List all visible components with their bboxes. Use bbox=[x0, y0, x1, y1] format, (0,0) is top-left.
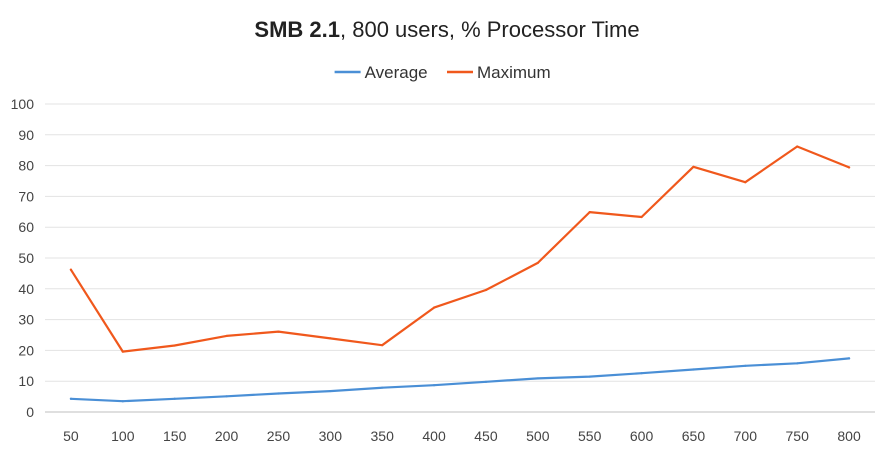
data-point-maximum bbox=[484, 288, 488, 292]
data-point-maximum bbox=[640, 215, 643, 219]
x-tick-label: 350 bbox=[371, 428, 395, 444]
legend-item-maximum: Maximum bbox=[447, 63, 551, 82]
x-tick-label: 700 bbox=[734, 428, 758, 444]
series-line-average bbox=[69, 357, 851, 403]
x-tick-label: 300 bbox=[319, 428, 343, 444]
data-point-maximum bbox=[329, 337, 332, 340]
data-point-maximum bbox=[796, 145, 799, 148]
y-tick-label: 0 bbox=[26, 404, 34, 420]
y-tick-label: 60 bbox=[18, 219, 34, 235]
y-tick-label: 80 bbox=[18, 158, 34, 174]
data-point-maximum bbox=[121, 350, 124, 353]
x-tick-label: 100 bbox=[111, 428, 135, 444]
x-tick-label: 500 bbox=[526, 428, 550, 444]
y-tick-label: 70 bbox=[18, 188, 34, 204]
data-point-average bbox=[432, 384, 436, 387]
y-tick-label: 20 bbox=[18, 342, 34, 358]
x-tick-label: 750 bbox=[786, 428, 810, 444]
x-tick-label: 400 bbox=[422, 428, 446, 444]
data-point-average bbox=[121, 400, 124, 403]
y-tick-label: 90 bbox=[18, 127, 34, 143]
gridlines bbox=[45, 103, 875, 413]
x-tick-label: 650 bbox=[682, 428, 706, 444]
data-point-average bbox=[173, 397, 176, 400]
data-point-average bbox=[796, 362, 799, 365]
x-tick-label: 450 bbox=[474, 428, 498, 444]
x-tick-label: 800 bbox=[837, 428, 861, 444]
data-point-maximum bbox=[744, 181, 747, 184]
data-point-maximum bbox=[173, 344, 176, 347]
series-line-maximum bbox=[69, 145, 851, 353]
y-tick-label: 40 bbox=[18, 281, 34, 297]
data-point-maximum bbox=[536, 261, 539, 265]
x-tick-label: 50 bbox=[63, 428, 79, 444]
chart-title-bold: SMB 2.1 bbox=[254, 17, 340, 42]
x-tick-label: 200 bbox=[215, 428, 239, 444]
data-point-average bbox=[484, 380, 488, 383]
data-point-maximum bbox=[225, 334, 228, 338]
data-point-maximum bbox=[381, 344, 384, 347]
data-point-average bbox=[277, 392, 280, 395]
x-tick-label: 250 bbox=[267, 428, 291, 444]
data-point-average bbox=[381, 386, 384, 389]
data-point-maximum bbox=[277, 330, 280, 333]
legend-item-average: Average bbox=[334, 63, 428, 82]
data-point-average bbox=[744, 364, 747, 367]
legend-label-average: Average bbox=[365, 63, 428, 82]
data-point-average bbox=[225, 395, 228, 398]
data-point-average bbox=[329, 389, 332, 393]
data-point-maximum bbox=[588, 211, 591, 214]
data-point-maximum bbox=[847, 166, 851, 169]
x-tick-label: 550 bbox=[578, 428, 602, 444]
y-tick-label: 10 bbox=[18, 373, 34, 389]
data-point-maximum bbox=[432, 306, 436, 309]
chart-title-rest: , 800 users, % Processor Time bbox=[340, 17, 640, 42]
data-point-maximum bbox=[69, 268, 73, 271]
y-axis: 0 10 20 30 40 50 60 70 80 90 100 bbox=[11, 96, 35, 420]
legend-label-maximum: Maximum bbox=[477, 63, 551, 82]
x-tick-label: 150 bbox=[163, 428, 187, 444]
data-point-average bbox=[640, 372, 643, 375]
data-point-average bbox=[692, 368, 695, 371]
data-point-maximum bbox=[692, 165, 695, 168]
y-tick-label: 50 bbox=[18, 250, 34, 266]
x-tick-label: 600 bbox=[630, 428, 654, 444]
data-point-average bbox=[69, 397, 73, 400]
y-tick-label: 30 bbox=[18, 312, 34, 328]
chart-title: SMB 2.1, 800 users, % Processor Time bbox=[254, 17, 639, 42]
x-axis: 50 100 150 200 250 300 350 400 450 500 550 600 650 70… bbox=[63, 428, 861, 444]
data-point-average bbox=[847, 357, 851, 360]
y-tick-label: 100 bbox=[11, 96, 35, 112]
data-point-average bbox=[536, 377, 539, 380]
data-point-average bbox=[588, 375, 591, 378]
series-group bbox=[69, 145, 851, 403]
legend: Average Maximum bbox=[334, 63, 551, 82]
